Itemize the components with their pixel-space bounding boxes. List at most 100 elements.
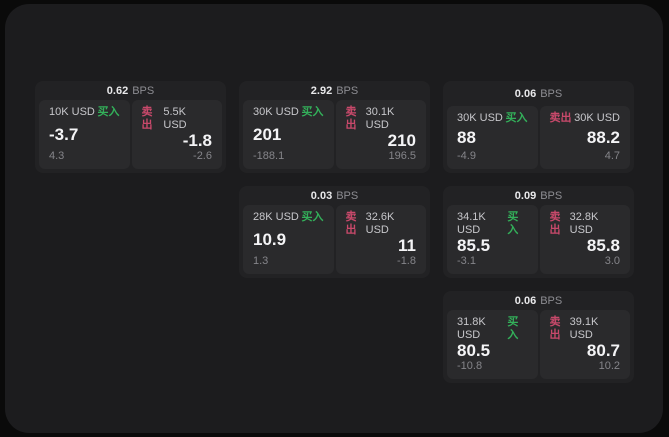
bps-value: 0.06: [514, 294, 537, 307]
buy-top-row: 28K USD 买入: [253, 211, 324, 224]
sell-delta: -2.6: [193, 150, 212, 162]
quote-card: 0.62 BPS 10K USD 买入 -3.7 4.3 卖出 5.5K USD…: [35, 81, 226, 173]
buy-top-row: 10K USD 买入: [49, 106, 120, 119]
card-header: 0.06 BPS: [443, 291, 634, 310]
sell-top-row: 卖出 30K USD: [550, 112, 621, 125]
buy-size: 30K USD: [457, 112, 503, 124]
quote-card: 2.92 BPS 30K USD 买入 201 -188.1 卖出 30.1K …: [239, 81, 430, 173]
sell-size: 32.8K USD: [569, 211, 599, 236]
card-header: 0.62 BPS: [35, 81, 226, 100]
sell-price: 11: [398, 236, 416, 255]
buy-size: 10K USD: [49, 106, 95, 118]
buy-price: 201: [253, 124, 282, 144]
buy-panel[interactable]: 30K USD 买入 88 -4.9: [447, 106, 538, 169]
sell-panel[interactable]: 卖出 5.5K USD -1.8 -2.6: [131, 100, 222, 169]
sell-side-label: 卖出: [345, 211, 357, 236]
sell-delta: 3.0: [604, 255, 620, 267]
sell-price: 210: [387, 131, 416, 150]
bps-unit-label: BPS: [132, 84, 155, 97]
sell-side-label: 卖出: [141, 106, 153, 131]
buy-price: 85.5: [457, 236, 491, 255]
buy-size: 28K USD: [253, 211, 299, 223]
sell-price: 80.7: [586, 341, 620, 360]
sell-top-row: 卖出 5.5K USD: [142, 106, 213, 132]
quote-card: 0.06 BPS 31.8K USD 买入 80.5 -10.8 卖出 39.1…: [443, 291, 634, 383]
buy-delta: -10.8: [457, 360, 483, 372]
buy-side-label: 买入: [97, 106, 120, 118]
sell-size: 32.6K USD: [365, 211, 395, 236]
quote-card: 0.09 BPS 34.1K USD 买入 85.5 -3.1 卖出 32.8K…: [443, 186, 634, 278]
buy-price: 88: [457, 127, 476, 147]
bps-unit-label: BPS: [540, 189, 563, 202]
buy-price: 10.9: [253, 229, 287, 249]
buy-panel[interactable]: 10K USD 买入 -3.7 4.3: [39, 100, 130, 169]
buy-side-label: 买入: [505, 112, 528, 124]
sell-delta: 10.2: [598, 360, 620, 372]
buy-top-row: 30K USD 买入: [253, 106, 324, 119]
sell-size: 30K USD: [574, 112, 620, 124]
sell-top-row: 卖出 32.8K USD: [550, 211, 621, 237]
card-body: 10K USD 买入 -3.7 4.3 卖出 5.5K USD -1.8 -2.…: [39, 100, 222, 169]
sell-top-row: 卖出 39.1K USD: [550, 316, 621, 342]
sell-price: 85.8: [586, 236, 620, 255]
buy-delta: -188.1: [253, 150, 285, 162]
bps-unit-label: BPS: [336, 189, 359, 202]
sell-side-label: 卖出: [345, 106, 357, 131]
sell-size: 39.1K USD: [569, 316, 599, 341]
buy-size: 30K USD: [253, 106, 299, 118]
card-header: 2.92 BPS: [239, 81, 430, 100]
buy-side-label: 买入: [507, 316, 519, 341]
sell-price: -1.8: [182, 131, 212, 150]
sell-top-row: 卖出 32.6K USD: [346, 211, 417, 237]
card-body: 34.1K USD 买入 85.5 -3.1 卖出 32.8K USD 85.8…: [447, 205, 630, 274]
sell-top-row: 卖出 30.1K USD: [346, 106, 417, 132]
sell-panel[interactable]: 卖出 30K USD 88.2 4.7: [539, 106, 630, 169]
app-window: 0.62 BPS 10K USD 买入 -3.7 4.3 卖出 5.5K USD…: [5, 4, 663, 433]
bps-unit-label: BPS: [336, 84, 359, 97]
sell-side-label: 卖出: [549, 112, 572, 124]
sell-delta: 196.5: [388, 150, 416, 162]
buy-price: -3.7: [49, 124, 79, 144]
sell-size: 30.1K USD: [365, 106, 395, 131]
buy-panel[interactable]: 31.8K USD 买入 80.5 -10.8: [447, 310, 538, 379]
card-header: 0.09 BPS: [443, 186, 634, 205]
buy-side-label: 买入: [301, 106, 324, 118]
buy-top-row: 31.8K USD 买入: [457, 316, 528, 342]
sell-panel[interactable]: 卖出 39.1K USD 80.7 10.2: [539, 310, 630, 379]
bps-unit-label: BPS: [540, 294, 563, 307]
cards-grid: 0.62 BPS 10K USD 买入 -3.7 4.3 卖出 5.5K USD…: [35, 81, 634, 383]
sell-side-label: 卖出: [549, 316, 561, 341]
sell-panel[interactable]: 卖出 32.8K USD 85.8 3.0: [539, 205, 630, 274]
buy-delta: 4.3: [49, 150, 65, 162]
bps-unit-label: BPS: [540, 87, 563, 100]
buy-top-row: 30K USD 买入: [457, 112, 528, 125]
sell-panel[interactable]: 卖出 32.6K USD 11 -1.8: [335, 205, 426, 274]
buy-panel[interactable]: 30K USD 买入 201 -188.1: [243, 100, 334, 169]
buy-size: 34.1K USD: [457, 211, 486, 236]
sell-delta: 4.7: [604, 150, 620, 162]
card-body: 28K USD 买入 10.9 1.3 卖出 32.6K USD 11 -1.8: [243, 205, 426, 274]
card-body: 31.8K USD 买入 80.5 -10.8 卖出 39.1K USD 80.…: [447, 310, 630, 379]
bps-value: 2.92: [310, 84, 333, 97]
sell-size: 5.5K USD: [163, 106, 187, 131]
bps-value: 0.03: [310, 189, 333, 202]
card-header: 0.03 BPS: [239, 186, 430, 205]
quote-card: 0.06 BPS 30K USD 买入 88 -4.9 卖出 30K USD 8…: [443, 81, 634, 173]
buy-panel[interactable]: 34.1K USD 买入 85.5 -3.1: [447, 205, 538, 274]
buy-side-label: 买入: [301, 211, 324, 223]
buy-delta: -4.9: [457, 150, 476, 162]
buy-size: 31.8K USD: [457, 316, 486, 341]
sell-side-label: 卖出: [549, 211, 561, 236]
card-header: 0.06 BPS: [443, 81, 634, 106]
card-body: 30K USD 买入 88 -4.9 卖出 30K USD 88.2 4.7: [447, 106, 630, 169]
buy-panel[interactable]: 28K USD 买入 10.9 1.3: [243, 205, 334, 274]
sell-delta: -1.8: [397, 255, 416, 267]
quote-card: 0.03 BPS 28K USD 买入 10.9 1.3 卖出 32.6K US…: [239, 186, 430, 278]
buy-side-label: 买入: [507, 211, 519, 236]
buy-delta: 1.3: [253, 255, 269, 267]
bps-value: 0.09: [514, 189, 537, 202]
sell-price: 88.2: [586, 127, 620, 147]
buy-top-row: 34.1K USD 买入: [457, 211, 528, 237]
bps-value: 0.06: [514, 87, 537, 100]
sell-panel[interactable]: 卖出 30.1K USD 210 196.5: [335, 100, 426, 169]
